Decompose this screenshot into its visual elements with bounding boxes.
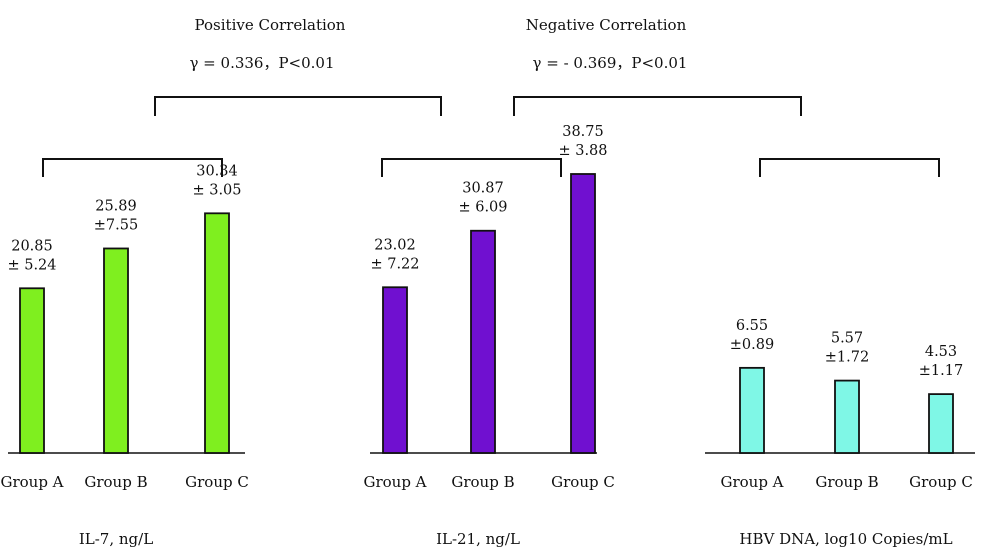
category-label: Group A [0,473,63,491]
category-label: Group B [815,473,878,491]
positive-correlation-stat: γ = 0.336，P<0.01 [189,54,334,72]
bar-value-label: 30.87 [462,181,504,197]
bar-error-label: ±1.72 [825,350,869,366]
bar-hbv-1 [739,366,765,454]
bar-hbv-3 [928,393,954,454]
negative-correlation-bracket [513,96,802,116]
bar-value-label: 5.57 [831,331,863,347]
category-label: Group A [720,473,783,491]
axis-title-hbv: HBV DNA, log10 Copies/mL [739,530,952,548]
bar-value-label: 20.85 [11,238,53,254]
bar-error-label: ± 3.88 [558,143,607,159]
bar-error-label: ± 7.22 [370,256,419,272]
category-label: Group A [363,473,426,491]
category-label: Group B [451,473,514,491]
panel-bracket-il7 [42,158,223,177]
bar-il7-2 [103,247,129,454]
bar-error-label: ±7.55 [94,217,138,233]
positive-correlation-bracket [154,96,442,116]
axis-title-il21: IL-21, ng/L [436,530,520,548]
bar-il21-1 [382,286,408,454]
bar-il7-1 [19,287,45,454]
bar-il21-2 [470,229,496,454]
category-label: Group C [551,473,615,491]
bar-panels: 20.85 ± 5.24 Group A 25.89 ±7.55 Group B 30.34… [0,124,975,491]
bar-value-label: 4.53 [925,344,957,360]
bar-error-label: ± 6.09 [458,200,507,216]
negative-correlation-title: Negative Correlation [526,16,687,34]
category-label: Group C [185,473,249,491]
bar-value-label: 6.55 [736,318,768,334]
bar-il21-3 [570,173,596,454]
bar-value-label: 25.89 [95,198,137,214]
bar-error-label: ± 5.24 [7,257,56,273]
bar-hbv-2 [834,379,860,454]
bar-error-label: ±0.89 [730,337,774,353]
negative-correlation-stat: γ = - 0.369，P<0.01 [533,54,688,72]
bar-value-label: 38.75 [562,124,604,140]
bar-error-label: ± 3.05 [192,182,241,198]
panel-bracket-hbv [759,158,940,177]
bar-value-label: 23.02 [374,237,416,253]
bar-il7-3 [204,212,230,454]
panel-bracket-il21 [381,158,562,177]
positive-correlation-title: Positive Correlation [195,16,346,34]
bar-error-label: ±1.17 [919,363,963,379]
bar-value-label: 30.34 [196,163,238,179]
axis-title-il7: IL-7, ng/L [79,530,153,548]
category-label: Group B [84,473,147,491]
category-label: Group C [909,473,973,491]
